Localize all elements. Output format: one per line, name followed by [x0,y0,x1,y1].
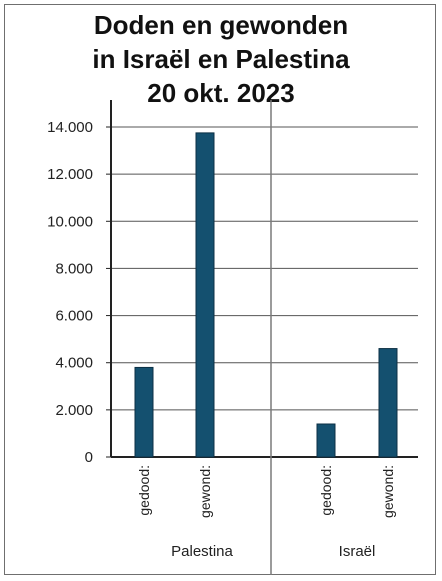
bar [195,132,215,458]
y-tick-label: 0 [85,449,93,466]
x-group-label: Palestina [171,543,233,560]
chart-frame [4,4,436,575]
y-tick-label: 2.000 [55,402,93,419]
x-group-label: Israël [339,543,376,560]
y-tick-label: 4.000 [55,355,93,372]
bar [134,366,154,458]
chart-title-line-3: 20 okt. 2023 [147,78,295,108]
y-tick-label: 6.000 [55,308,93,325]
bar [316,423,336,458]
bar [378,348,398,458]
y-tick-label: 8.000 [55,260,93,277]
chart-title-line-1: Doden en gewonden [93,10,349,40]
x-category-label: gedood: [318,465,334,516]
y-tick-label: 10.000 [47,213,93,230]
y-tick-label: 14.000 [47,119,93,136]
chart-title-line-2: in Israël en Palestina [92,44,350,74]
x-category-label: gewond: [380,465,396,518]
x-category-label: gewond: [197,465,213,518]
x-category-label: gedood: [136,465,152,516]
y-tick-label: 12.000 [47,166,93,183]
